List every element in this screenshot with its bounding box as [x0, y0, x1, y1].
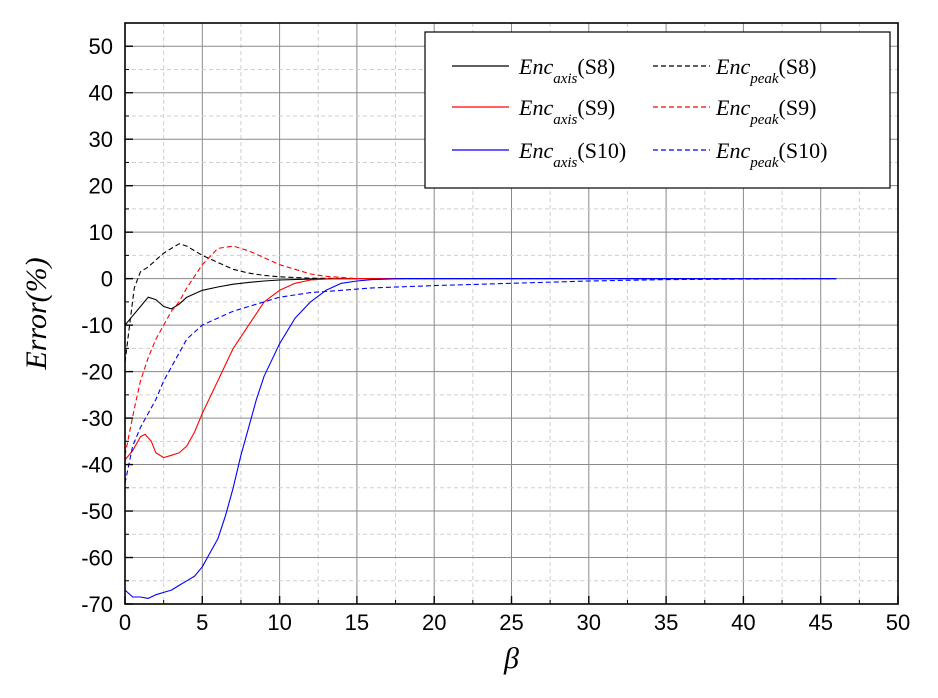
y-tick-label: 10 [89, 220, 113, 245]
x-tick-label: 10 [267, 610, 291, 635]
y-tick-label: -40 [81, 453, 113, 478]
y-tick-label: 20 [89, 174, 113, 199]
legend-label: Encaxis(S9) [518, 95, 615, 128]
y-tick-label: 0 [101, 267, 113, 292]
y-tick-label: -50 [81, 499, 113, 524]
x-tick-label: 35 [654, 610, 678, 635]
y-axis-title: Error(%) [20, 257, 53, 370]
x-axis-title: β [503, 642, 519, 675]
y-tick-label: -30 [81, 406, 113, 431]
legend-label: Encpeak(S9) [715, 95, 816, 128]
y-tick-label: -20 [81, 360, 113, 385]
axis-ticks: 0 5 10 15 20 25 30 35 40 45 50 50 40 30 20 10 0 -10 -20 -30… [81, 34, 910, 635]
series-line-peak-s10 [124, 278, 837, 484]
y-tick-label: 50 [89, 34, 113, 59]
plot-series [124, 243, 837, 599]
legend-box [424, 31, 891, 189]
legend-label: Encpeak(S10) [715, 138, 827, 171]
series-line-axis-s10 [124, 278, 837, 599]
x-tick-label: 0 [119, 610, 131, 635]
x-tick-label: 30 [577, 610, 601, 635]
x-tick-label: 15 [345, 610, 369, 635]
x-tick-label: 40 [731, 610, 755, 635]
x-tick-label: 20 [422, 610, 446, 635]
series-line-peak-s9 [124, 245, 837, 456]
y-tick-label: 30 [89, 127, 113, 152]
y-tick-label: -10 [81, 313, 113, 338]
grid [124, 22, 899, 605]
legend-label: Encpeak(S8) [715, 54, 816, 87]
y-tick-label: -60 [81, 546, 113, 571]
x-tick-label: 45 [808, 610, 832, 635]
series-line-axis-s9 [124, 278, 837, 461]
y-tick-label: -70 [81, 592, 113, 617]
legend-label: Encaxis(S8) [518, 54, 615, 87]
y-tick-label: 40 [89, 81, 113, 106]
x-tick-label: 25 [499, 610, 523, 635]
series-line-peak-s8 [124, 243, 837, 363]
legend: Encaxis(S8) Encpeak(S8) Encaxis(S9) Encpeak… [424, 31, 891, 189]
x-tick-label: 5 [196, 610, 208, 635]
legend-label: Encaxis(S10) [518, 138, 626, 171]
x-tick-label: 50 [886, 610, 910, 635]
